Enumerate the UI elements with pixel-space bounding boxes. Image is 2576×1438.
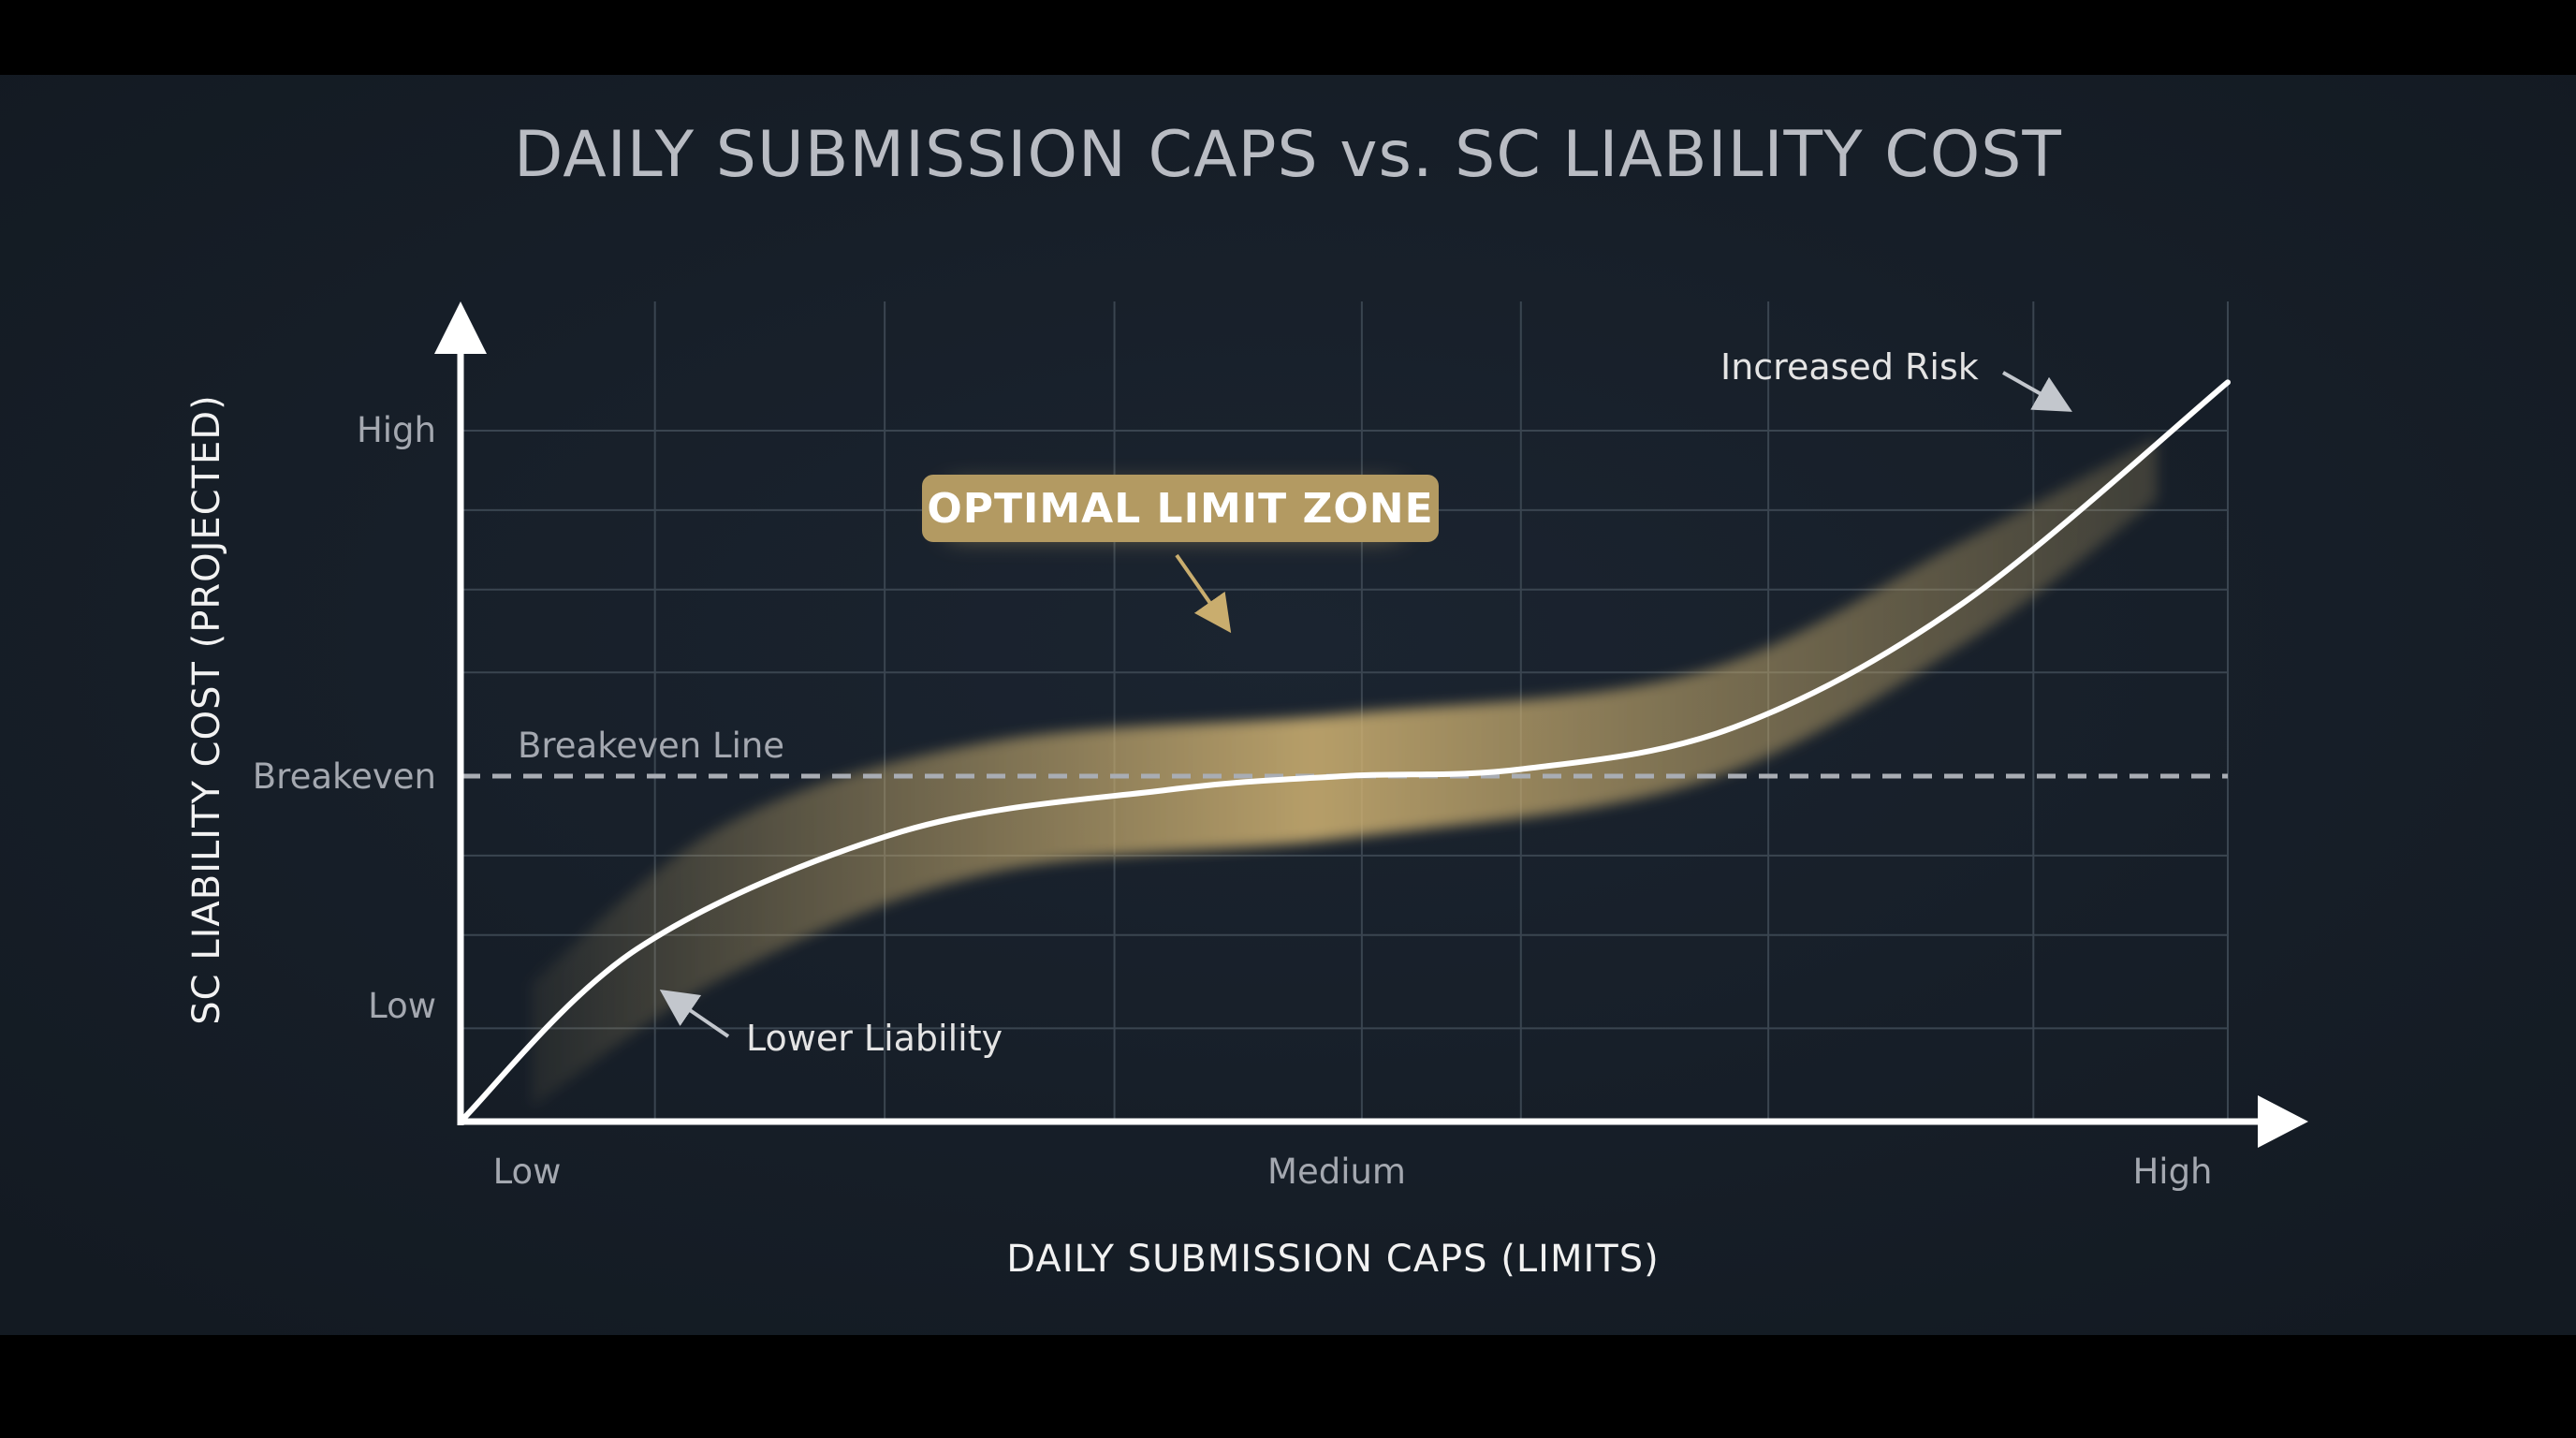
chart-title: DAILY SUBMISSION CAPS vs. SC LIABILITY C… xyxy=(514,118,2062,192)
x-axis-title: DAILY SUBMISSION CAPS (LIMITS) xyxy=(1006,1238,1659,1281)
optimal-zone-band xyxy=(531,437,2158,1108)
liability-curve xyxy=(458,379,2231,1124)
increased-risk-arrow-icon xyxy=(2002,371,2072,412)
x-tick-low: Low xyxy=(493,1152,562,1192)
y-axis-title: SC LIABILITY COST (PROJECTED) xyxy=(185,394,228,1024)
x-axis-arrow-icon xyxy=(2258,1095,2308,1148)
breakeven-line-label: Breakeven Line xyxy=(518,726,784,766)
annotation-increased-risk: Increased Risk xyxy=(1720,346,1979,388)
y-tick-breakeven: Breakeven xyxy=(253,756,436,797)
x-tick-medium: Medium xyxy=(1267,1152,1406,1192)
y-tick-low: Low xyxy=(368,986,436,1026)
y-axis-arrow-icon xyxy=(434,301,487,354)
optimal-zone-badge xyxy=(922,475,1439,542)
y-tick-high: High xyxy=(357,410,436,450)
x-tick-high: High xyxy=(2132,1152,2212,1192)
background-panel xyxy=(0,75,2576,1335)
optimal-zone-label: OPTIMAL LIMIT ZONE xyxy=(927,485,1433,533)
lower-liability-arrow-icon xyxy=(659,989,730,1038)
badge-arrow-icon xyxy=(1175,553,1232,634)
annotation-lower-liability: Lower Liability xyxy=(746,1018,1003,1059)
